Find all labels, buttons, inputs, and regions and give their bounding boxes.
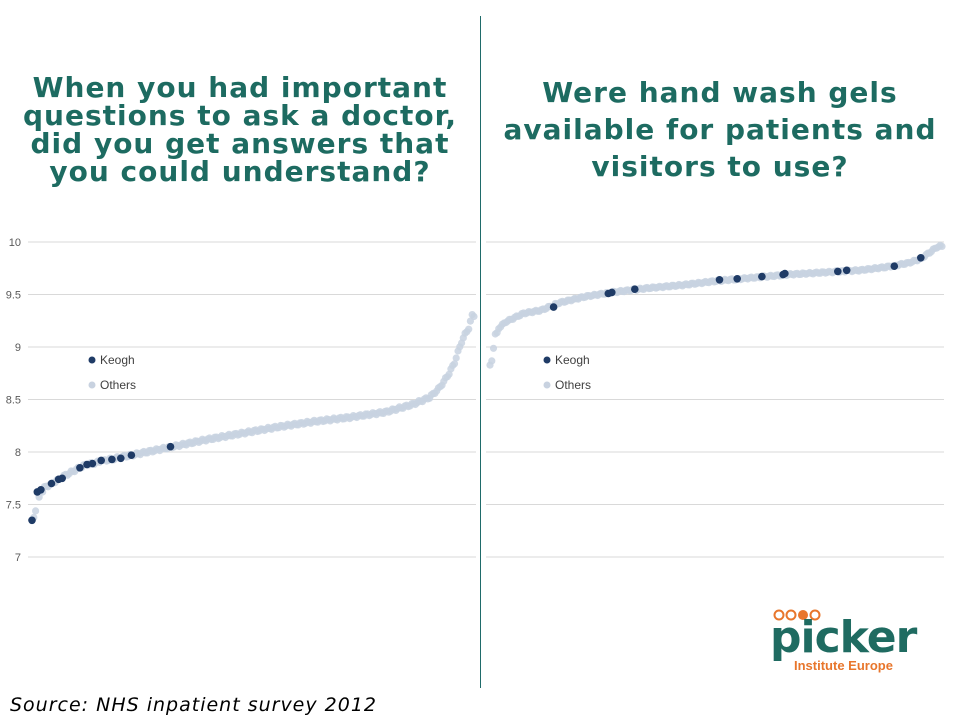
others-point	[470, 312, 478, 321]
keogh-point	[127, 451, 136, 459]
others-point	[938, 242, 946, 250]
keogh-point	[631, 285, 639, 293]
legend-keogh-marker	[88, 356, 96, 364]
legend-others-label: Others	[100, 378, 136, 392]
legend-keogh-marker	[543, 356, 551, 364]
keogh-point	[758, 272, 766, 281]
logo-dots-icon	[773, 609, 821, 621]
picker-logo: picker Institute Europe	[770, 609, 917, 676]
keogh-point	[608, 288, 616, 297]
y-tick-label: 9	[15, 342, 21, 354]
others-point	[452, 354, 460, 362]
keogh-point	[47, 479, 56, 488]
source-note: Source: NHS inpatient survey 2012	[10, 694, 378, 716]
keogh-point	[37, 486, 45, 494]
logo-word: picker	[770, 612, 917, 663]
legend-others-marker	[543, 381, 551, 389]
chart-right: Keogh Others	[486, 241, 946, 558]
y-tick-label: 9.5	[6, 290, 21, 302]
legend-others-label: Others	[555, 378, 591, 392]
y-tick-label: 7.5	[6, 500, 21, 512]
keogh-point	[834, 267, 842, 276]
panel-divider	[480, 16, 481, 688]
others-point	[445, 370, 453, 378]
keogh-point	[917, 254, 925, 262]
keogh-point	[58, 474, 66, 483]
legend-others-marker	[88, 381, 96, 389]
keogh-point	[76, 464, 84, 472]
keogh-point	[715, 276, 724, 284]
keogh-point	[549, 303, 558, 311]
chart-title-left: When you had important questions to ask …	[23, 71, 457, 188]
keogh-point	[842, 266, 851, 275]
others-point	[488, 357, 496, 365]
keogh-point	[88, 459, 97, 468]
y-tick-label: 8.5	[6, 395, 21, 407]
others-point	[31, 507, 40, 515]
legend-keogh-label: Keogh	[100, 353, 135, 367]
keogh-point	[890, 262, 899, 270]
logo-subtitle: Institute Europe	[794, 658, 893, 673]
keogh-point	[28, 516, 36, 525]
others-point	[450, 360, 459, 368]
legend-keogh-label: Keogh	[555, 353, 590, 367]
others-point	[465, 325, 473, 333]
y-tick-label: 10	[9, 237, 21, 249]
keogh-point	[108, 455, 116, 464]
y-tick-label: 8	[15, 447, 21, 459]
y-tick-label: 7	[15, 552, 21, 564]
keogh-point	[781, 269, 789, 278]
others-point	[489, 344, 498, 352]
keogh-point	[166, 442, 175, 451]
chart-left: 7 7.5 8 8.5 9 9.5 10 Keogh Others	[6, 237, 478, 564]
keogh-point	[733, 275, 741, 283]
keogh-point	[97, 456, 105, 465]
keogh-point	[117, 454, 125, 463]
chart-title-right: Were hand wash gels available for patien…	[503, 76, 937, 183]
